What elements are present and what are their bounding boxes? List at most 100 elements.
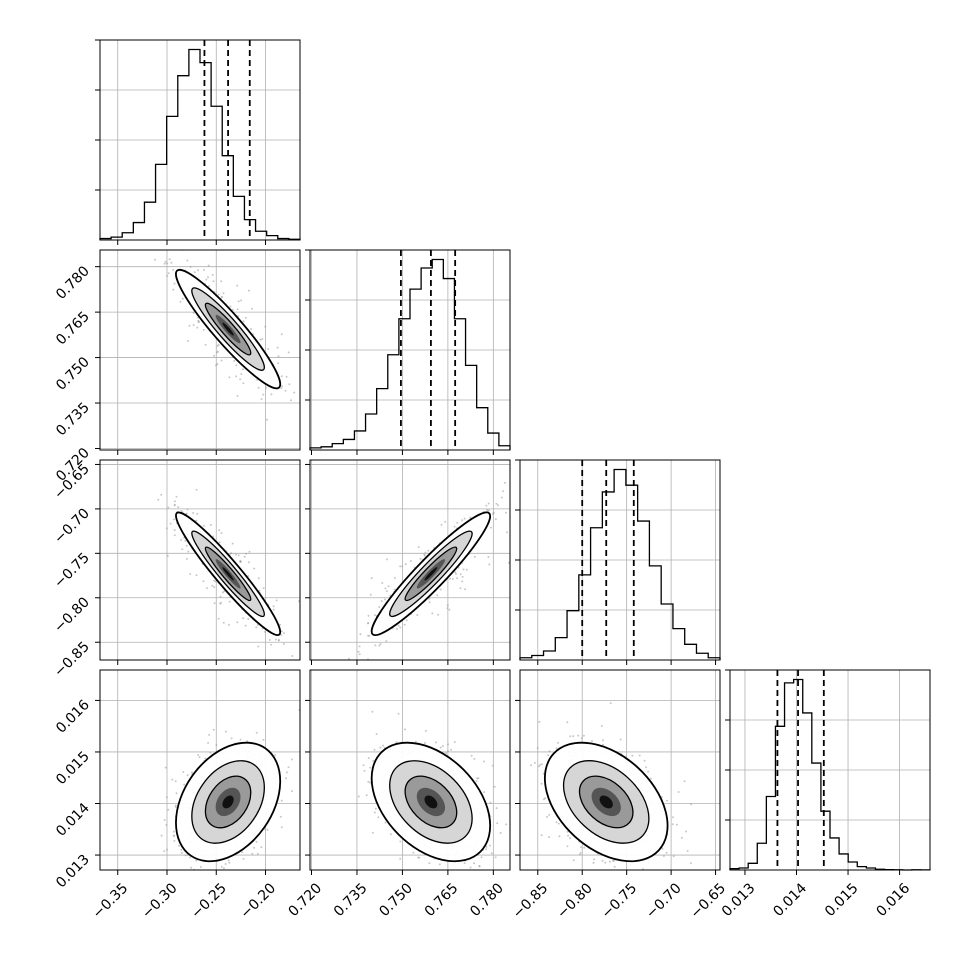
scatter-point	[215, 364, 217, 367]
scatter-point	[213, 586, 216, 589]
scatter-point	[666, 799, 669, 802]
scatter-point	[441, 745, 444, 747]
scatter-point	[431, 612, 434, 615]
scatter-point	[459, 573, 462, 576]
panel-1-1	[305, 249, 511, 455]
scatter-point	[385, 590, 388, 593]
scatter-point	[242, 382, 245, 385]
scatter-point	[487, 556, 490, 558]
scatter-point	[178, 844, 180, 847]
scatter-point	[278, 639, 280, 641]
scatter-point	[446, 750, 449, 753]
scatter-point	[436, 594, 439, 597]
scatter-point	[199, 866, 202, 868]
scatter-point	[279, 623, 282, 626]
scatter-point	[380, 600, 383, 603]
scatter-point	[507, 561, 510, 564]
contour-level-4	[222, 795, 234, 809]
scatter-point	[216, 363, 219, 366]
scatter-point	[185, 557, 188, 560]
scatter-point	[154, 258, 156, 261]
scatter-point	[502, 490, 504, 493]
scatter-point	[180, 848, 183, 851]
scatter-point	[202, 580, 205, 583]
scatter-point	[291, 758, 293, 761]
scatter-point	[251, 307, 253, 310]
scatter-point	[423, 742, 426, 744]
scatter-point	[462, 568, 465, 571]
scatter-point	[250, 328, 253, 330]
scatter-point	[230, 737, 233, 740]
scatter-point	[220, 865, 223, 868]
scatter-point	[451, 578, 454, 580]
scatter-point	[264, 630, 266, 633]
scatter-point	[280, 633, 283, 636]
scatter-point	[222, 292, 225, 295]
scatter-point	[459, 587, 462, 590]
scatter-point	[348, 657, 350, 660]
panel-frame	[519, 459, 721, 661]
scatter-point	[220, 280, 223, 283]
scatter-point	[165, 823, 168, 826]
scatter-point	[251, 852, 254, 855]
scatter-point	[227, 623, 230, 626]
scatter-point	[248, 289, 250, 292]
scatter-point	[174, 780, 177, 783]
scatter-point	[438, 863, 441, 866]
scatter-point	[202, 328, 205, 331]
scatter-point	[453, 525, 456, 528]
scatter-point	[180, 510, 183, 512]
scatter-point	[461, 519, 463, 522]
scatter-point	[384, 821, 387, 824]
scatter-point	[496, 822, 499, 825]
scatter-point	[213, 602, 216, 605]
scatter-point	[231, 308, 234, 311]
scatter-point	[227, 859, 230, 862]
scatter-point	[384, 587, 387, 590]
scatter-point	[374, 614, 376, 617]
scatter-point	[239, 738, 242, 741]
scatter-point	[236, 394, 239, 397]
scatter-point	[526, 467, 528, 469]
scatter-point	[495, 807, 498, 810]
scatter-point	[591, 740, 593, 742]
scatter-point	[540, 782, 543, 785]
scatter-point	[477, 777, 480, 780]
scatter-point	[500, 496, 503, 499]
scatter-point	[506, 531, 508, 534]
scatter-point	[195, 519, 198, 522]
scatter-point	[465, 568, 468, 571]
scatter-point	[192, 324, 195, 327]
scatter-point	[240, 299, 243, 302]
scatter-point	[220, 601, 222, 604]
scatter-point	[470, 754, 473, 757]
scatter-point	[160, 493, 163, 496]
contour-level-4	[424, 567, 438, 581]
scatter-point	[423, 554, 426, 557]
scatter-point	[189, 265, 192, 268]
scatter-point	[489, 801, 492, 804]
scatter-point	[428, 862, 431, 865]
scatter-point	[401, 565, 404, 568]
scatter-point	[187, 550, 190, 553]
histogram-0	[99, 48, 301, 240]
scatter-point	[280, 375, 283, 378]
scatter-point	[488, 509, 491, 512]
scatter-point	[259, 338, 262, 341]
scatter-point	[214, 580, 217, 583]
scatter-point	[456, 521, 459, 524]
scatter-point	[483, 791, 486, 794]
scatter-point	[222, 867, 225, 870]
scatter-point	[222, 591, 224, 594]
scatter-point	[167, 808, 170, 811]
scatter-point	[166, 274, 169, 277]
scatter-point	[196, 512, 199, 515]
scatter-point	[255, 731, 258, 734]
scatter-point	[265, 386, 268, 389]
scatter-point	[242, 617, 245, 620]
scatter-point	[247, 561, 250, 564]
scatter-point	[357, 650, 360, 653]
scatter-point	[274, 638, 277, 641]
scatter-point	[257, 577, 260, 580]
scatter-point	[424, 551, 427, 554]
